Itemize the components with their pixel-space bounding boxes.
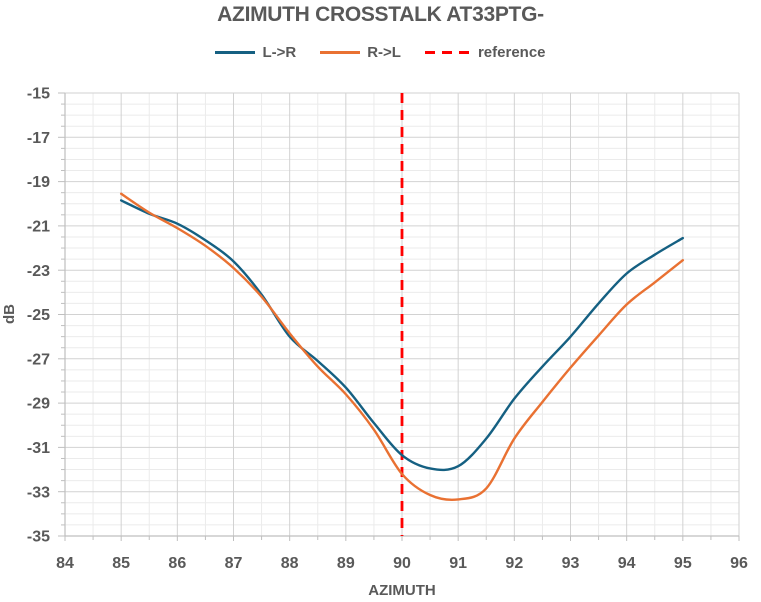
x-tick-label: 91: [449, 555, 467, 572]
chart-legend: L->R R->L reference: [0, 44, 761, 61]
legend-label: R->L: [367, 44, 401, 61]
legend-item-rl: R->L: [320, 44, 401, 61]
x-tick-label: 85: [112, 555, 130, 572]
y-tick-label: -15: [27, 86, 50, 103]
x-tick-label: 90: [393, 555, 411, 572]
legend-line-swatch: [215, 51, 256, 54]
y-tick-label: -29: [27, 396, 50, 413]
axis-lines-and-ticks: [58, 92, 740, 541]
major-gridlines: [65, 92, 740, 536]
x-tick-label: 94: [618, 555, 636, 572]
series-line-lr: [119, 199, 685, 472]
legend-line-swatch: [320, 51, 361, 54]
x-tick-label: 96: [730, 555, 748, 572]
series-line-rl: [119, 192, 685, 502]
x-tick-label: 95: [674, 555, 692, 572]
y-tick-label: -17: [27, 130, 50, 147]
y-tick-label: -33: [27, 484, 50, 501]
legend-label: L->R: [262, 44, 297, 61]
y-tick-label: -31: [27, 440, 50, 457]
legend-item-lr: L->R: [215, 44, 296, 61]
y-tick-label: -19: [27, 174, 50, 191]
x-tick-label: 93: [562, 555, 580, 572]
x-axis-title: AZIMUTH: [368, 582, 436, 599]
x-tick-label: 84: [56, 555, 74, 572]
y-tick-label: -35: [27, 529, 50, 546]
chart-title: AZIMUTH CROSSTALK AT33PTG-: [217, 3, 544, 26]
y-tick-label: -23: [27, 263, 50, 280]
y-tick-label: -25: [27, 307, 50, 324]
legend-item-reference: reference: [424, 44, 546, 61]
x-tick-label: 87: [225, 555, 243, 572]
x-tick-label: 92: [505, 555, 523, 572]
x-tick-label: 88: [281, 555, 299, 572]
legend-dashed-line-swatch: [424, 51, 471, 54]
axis-tick-labels: 84 85 86 87 88 89 90 91 92 93 94 95 96 -15 -17 -19 -21 -2…: [27, 86, 748, 572]
y-tick-label: -27: [27, 351, 50, 368]
legend-label: reference: [477, 44, 546, 61]
data-series-lines: [119, 192, 685, 502]
x-tick-label: 89: [337, 555, 355, 572]
y-tick-label: -21: [27, 219, 50, 236]
y-axis-title: dB: [1, 304, 18, 324]
x-tick-label: 86: [168, 555, 186, 572]
